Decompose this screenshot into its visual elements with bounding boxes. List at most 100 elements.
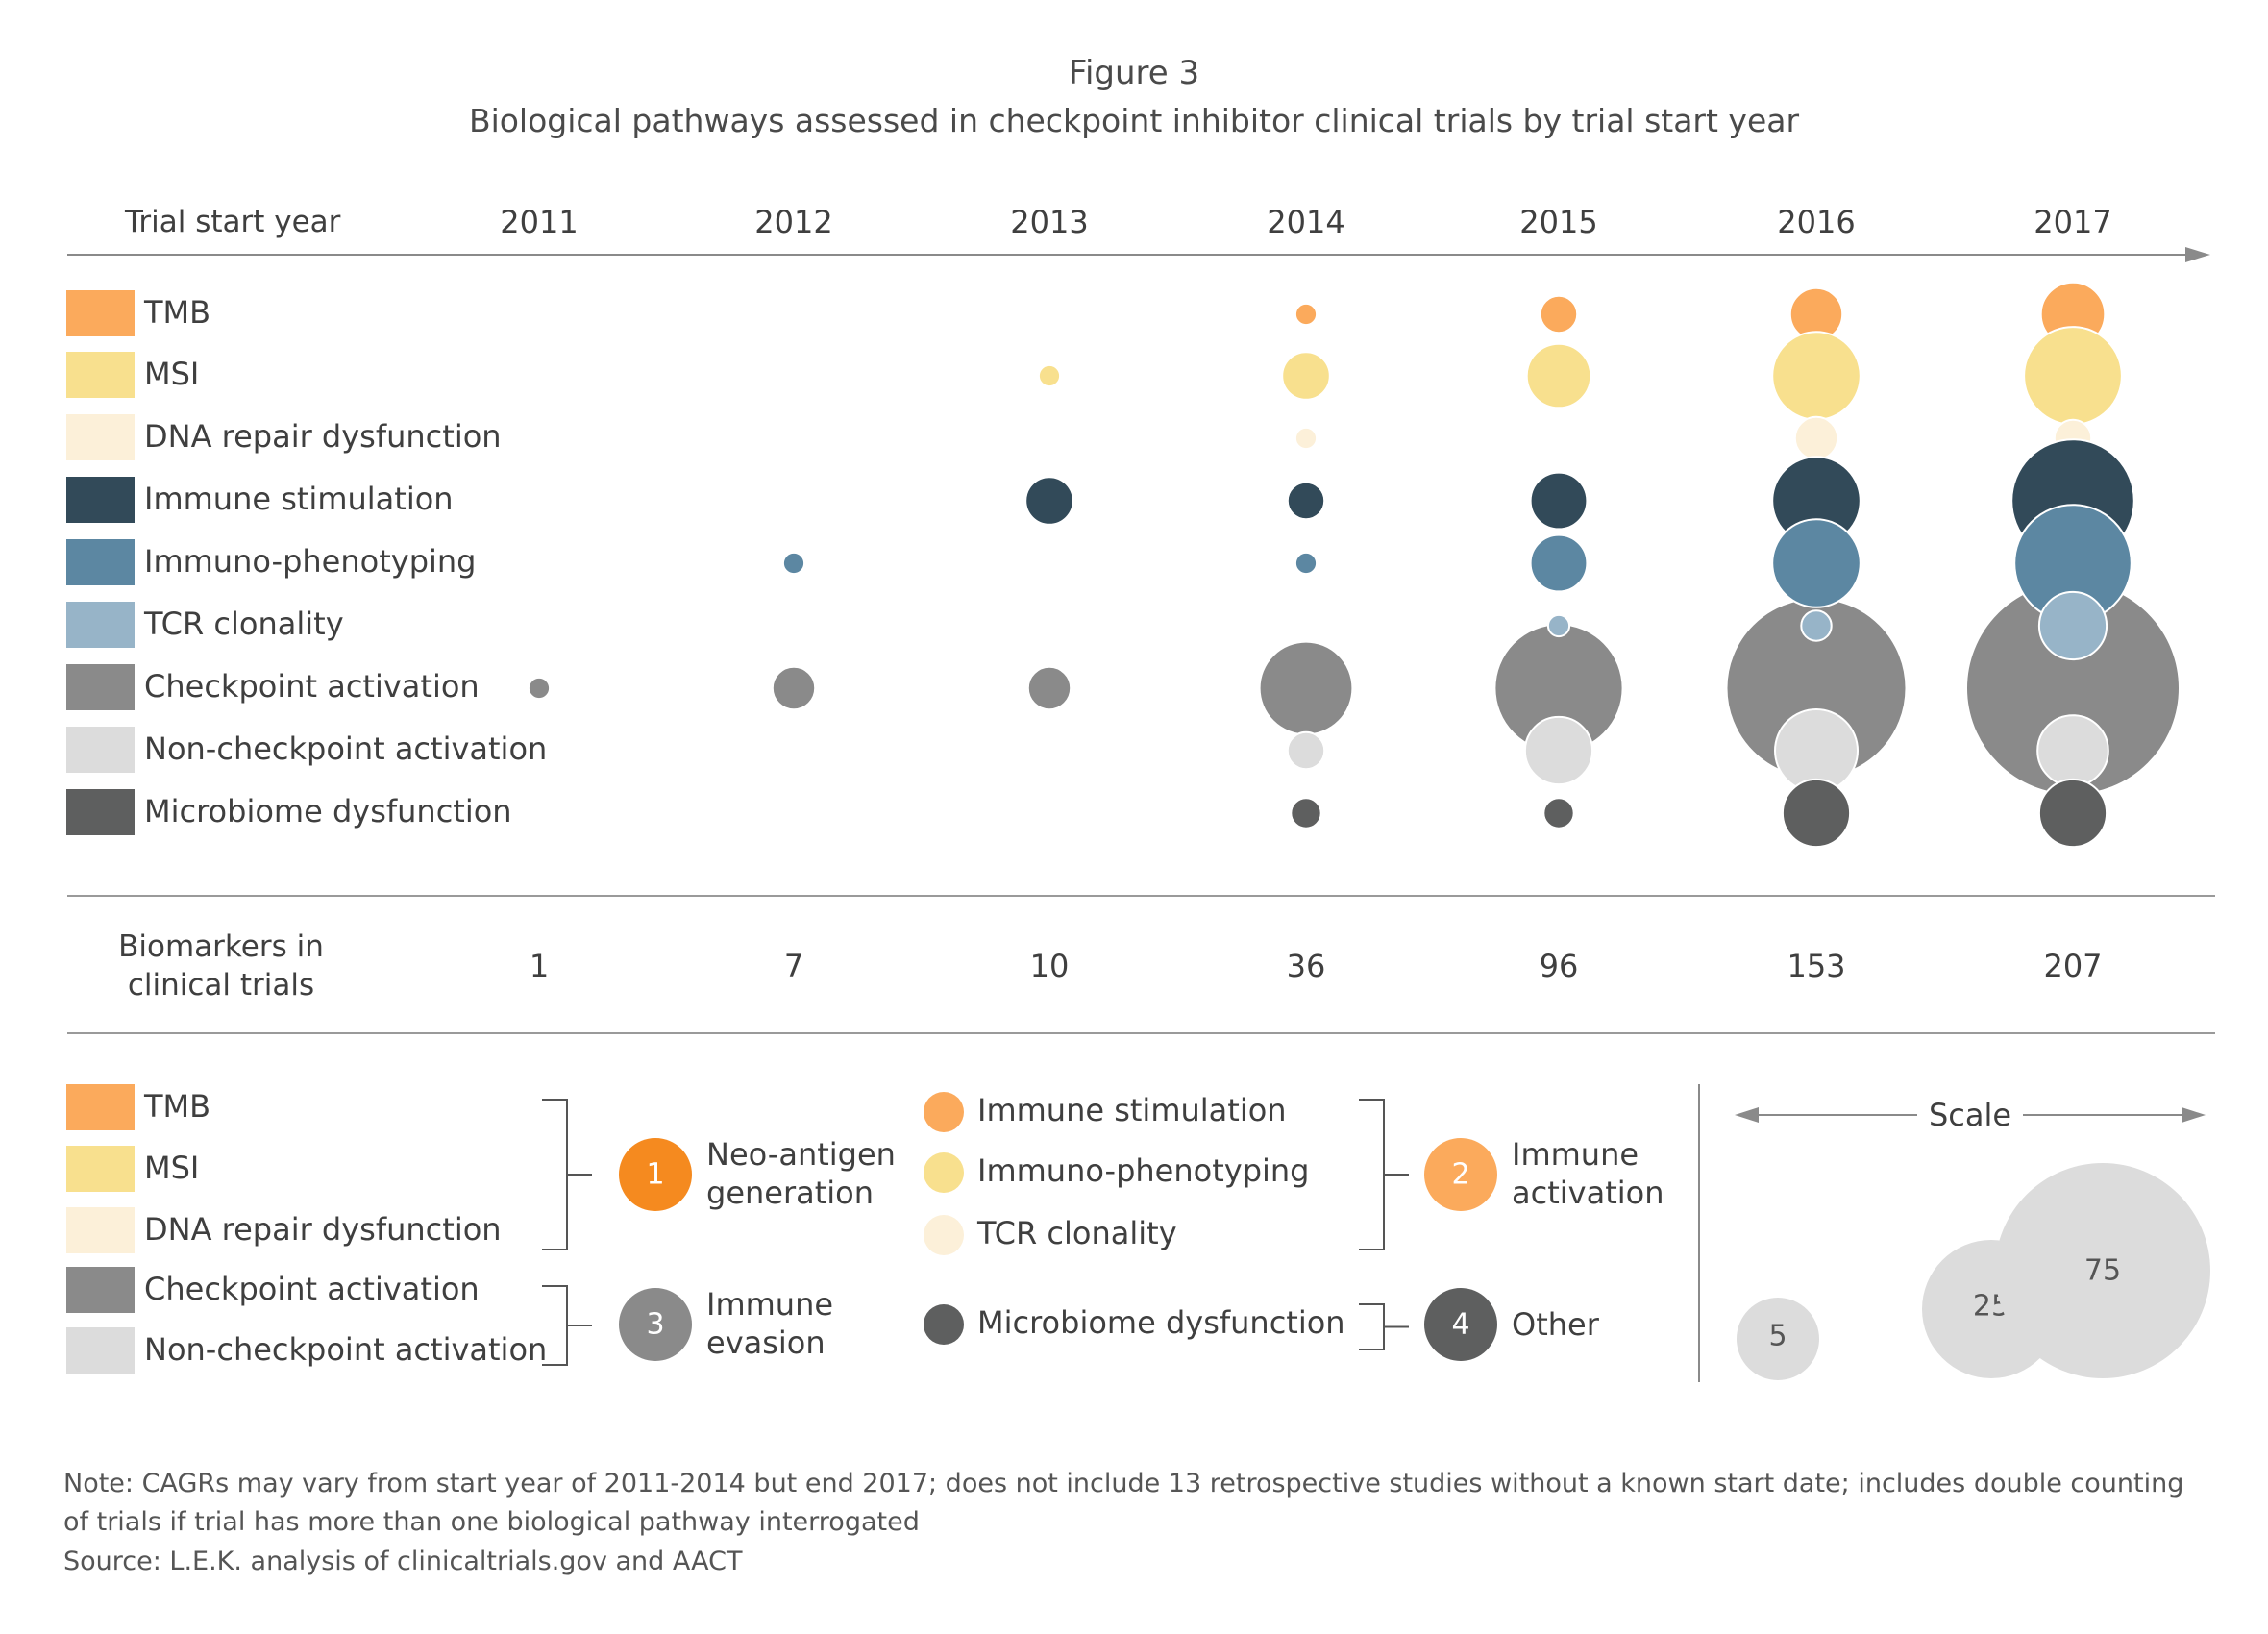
key-swatch-msi bbox=[66, 1146, 135, 1192]
key-dot-microbiome-dysfunction bbox=[924, 1304, 964, 1345]
total-value-2011: 1 bbox=[530, 948, 549, 984]
scale-arrowhead-left bbox=[1735, 1107, 1759, 1123]
legend-swatch-microbiome-dysfunction bbox=[66, 789, 135, 835]
legend-label-tmb: TMB bbox=[143, 294, 210, 331]
group-name-1: Neo-antigen bbox=[706, 1136, 896, 1173]
year-tick-label: 2013 bbox=[1010, 204, 1088, 240]
bracket-group-2 bbox=[1359, 1099, 1409, 1250]
bracket-group-1 bbox=[542, 1099, 592, 1250]
legend-label-immuno-phenotyping: Immuno-phenotyping bbox=[144, 543, 476, 580]
bubble-checkpoint-activation-2012 bbox=[771, 665, 817, 711]
legend-label-immune-stimulation: Immune stimulation bbox=[144, 481, 454, 517]
bubble-immuno-phenotyping-2012 bbox=[781, 551, 806, 576]
legend-swatch-non-checkpoint-activation bbox=[66, 727, 135, 773]
bubble-non-checkpoint-activation-2015 bbox=[1523, 715, 1594, 786]
bubble-msi-2013 bbox=[1037, 363, 1062, 388]
chart-note: Note: CAGRs may vary from start year of … bbox=[63, 1469, 2184, 1537]
scale-value-75: 75 bbox=[2084, 1254, 2121, 1288]
key-dot-label-tcr-clonality: TCR clonality bbox=[976, 1215, 1177, 1251]
chart-title: Biological pathways assessed in checkpoi… bbox=[468, 102, 1800, 139]
total-value-2015: 96 bbox=[1540, 948, 1579, 984]
total-value-2016: 153 bbox=[1787, 948, 1845, 984]
key-dot-label-immune-stimulation: Immune stimulation bbox=[977, 1092, 1287, 1128]
bubble-immune-stimulation-2014 bbox=[1286, 481, 1326, 521]
year-tick-label: 2012 bbox=[754, 204, 832, 240]
bubble-immune-stimulation-2015 bbox=[1529, 471, 1589, 531]
bubble-checkpoint-activation-2014 bbox=[1258, 640, 1354, 736]
key-dot-immuno-phenotyping bbox=[924, 1152, 964, 1193]
bracket-group-3 bbox=[542, 1285, 592, 1366]
group-badge-1 bbox=[619, 1138, 692, 1211]
group-number-2: 2 bbox=[1451, 1158, 1469, 1192]
bubble-microbiome-dysfunction-2015 bbox=[1542, 797, 1575, 829]
legend-label-tcr-clonality: TCR clonality bbox=[143, 606, 344, 642]
year-tick-label: 2015 bbox=[1519, 204, 1597, 240]
group-number-3: 3 bbox=[646, 1308, 664, 1342]
total-value-2014: 36 bbox=[1287, 948, 1326, 984]
scale-value-5: 5 bbox=[1768, 1320, 1787, 1353]
scale-bubble-5 bbox=[1737, 1298, 1819, 1380]
key-label-tmb: TMB bbox=[143, 1088, 210, 1125]
totals-label: clinical trials bbox=[128, 968, 314, 1003]
key-swatch-non-checkpoint-activation bbox=[66, 1327, 135, 1374]
group-name-2: activation bbox=[1512, 1175, 1664, 1211]
scale-label: Scale bbox=[1929, 1097, 2011, 1133]
scale-bubble-75 bbox=[1995, 1163, 2210, 1378]
key-swatch-checkpoint-activation bbox=[66, 1267, 135, 1313]
bubble-non-checkpoint-activation-2014 bbox=[1286, 730, 1326, 771]
group-name-3: Immune bbox=[706, 1286, 833, 1323]
bubble-tmb-2014 bbox=[1294, 302, 1319, 327]
group-badge-4 bbox=[1424, 1288, 1497, 1361]
year-tick-label: 2016 bbox=[1777, 204, 1855, 240]
group-number-4: 4 bbox=[1451, 1308, 1469, 1342]
key-dot-label-microbiome-dysfunction: Microbiome dysfunction bbox=[977, 1304, 1345, 1341]
key-dot-immune-stimulation bbox=[924, 1092, 964, 1132]
axis-label: Trial start year bbox=[124, 205, 341, 239]
bubble-checkpoint-activation-2011 bbox=[527, 676, 552, 701]
total-value-2012: 7 bbox=[784, 948, 803, 984]
legend-swatch-dna-repair-dysfunction bbox=[66, 414, 135, 460]
group-badge-2 bbox=[1424, 1138, 1497, 1211]
total-value-2017: 207 bbox=[2043, 948, 2102, 984]
bubble-dna-repair-dysfunction-2014 bbox=[1294, 426, 1319, 451]
year-tick-label: 2011 bbox=[500, 204, 578, 240]
bubble-msi-2016 bbox=[1771, 331, 1861, 421]
legend-label-non-checkpoint-activation: Non-checkpoint activation bbox=[144, 730, 547, 767]
group-number-1: 1 bbox=[646, 1158, 664, 1192]
figure-label: Figure 3 bbox=[1068, 54, 1200, 92]
year-tick-label: 2017 bbox=[2034, 204, 2111, 240]
bubble-msi-2017 bbox=[2023, 326, 2123, 426]
bracket-group-4 bbox=[1359, 1303, 1409, 1350]
key-label-non-checkpoint-activation: Non-checkpoint activation bbox=[144, 1331, 547, 1368]
legend-label-microbiome-dysfunction: Microbiome dysfunction bbox=[144, 793, 512, 829]
group-name-1: generation bbox=[706, 1175, 874, 1211]
bubble-tmb-2015 bbox=[1539, 294, 1579, 334]
key-label-checkpoint-activation: Checkpoint activation bbox=[144, 1271, 480, 1307]
legend-label-msi: MSI bbox=[144, 356, 199, 392]
legend-label-dna-repair-dysfunction: DNA repair dysfunction bbox=[144, 418, 502, 455]
bubble-microbiome-dysfunction-2017 bbox=[2037, 778, 2108, 849]
bubble-immuno-phenotyping-2015 bbox=[1529, 533, 1589, 593]
group-name-3: evasion bbox=[706, 1325, 826, 1361]
legend-swatch-checkpoint-activation bbox=[66, 664, 135, 710]
bubble-immune-stimulation-2013 bbox=[1024, 476, 1074, 526]
legend-swatch-msi bbox=[66, 352, 135, 398]
scale-arrowhead-right bbox=[2182, 1107, 2206, 1123]
key-dot-tcr-clonality bbox=[924, 1215, 964, 1255]
bubble-immuno-phenotyping-2016 bbox=[1771, 518, 1861, 608]
bubble-msi-2014 bbox=[1281, 351, 1331, 401]
key-swatch-tmb bbox=[66, 1084, 135, 1130]
bubble-immuno-phenotyping-2014 bbox=[1294, 551, 1319, 576]
legend-swatch-immune-stimulation bbox=[66, 477, 135, 523]
key-dot-label-immuno-phenotyping: Immuno-phenotyping bbox=[977, 1152, 1309, 1189]
axis-arrow bbox=[2185, 247, 2210, 262]
legend-swatch-tmb bbox=[66, 290, 135, 336]
bubble-msi-2015 bbox=[1525, 342, 1592, 409]
group-badge-3 bbox=[619, 1288, 692, 1361]
year-tick-label: 2014 bbox=[1267, 204, 1344, 240]
legend-swatch-immuno-phenotyping bbox=[66, 539, 135, 585]
legend-label-checkpoint-activation: Checkpoint activation bbox=[144, 668, 480, 705]
key-swatch-dna-repair-dysfunction bbox=[66, 1207, 135, 1253]
total-value-2013: 10 bbox=[1030, 948, 1070, 984]
